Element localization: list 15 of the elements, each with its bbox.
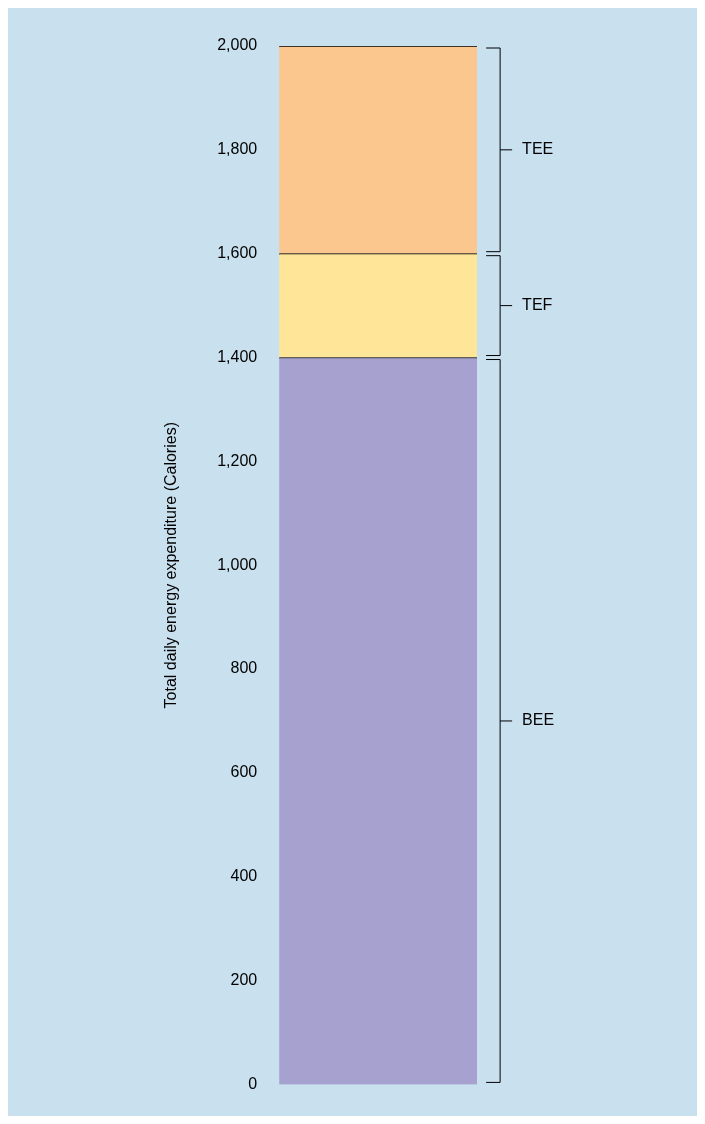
y-tick-label: 2,000 xyxy=(217,36,258,54)
y-tick-label: 400 xyxy=(230,867,258,885)
text: TEF xyxy=(522,296,553,314)
y-axis-title: Total daily energy expenditure (Calories) xyxy=(162,422,180,709)
y-tick-label: 1,600 xyxy=(217,244,258,262)
y-tick-label: 1,000 xyxy=(217,555,258,573)
y-tick-label: 200 xyxy=(230,970,258,988)
y-tick-label: 0 xyxy=(248,1074,258,1092)
y-tick-label: 1,200 xyxy=(217,451,258,469)
y-tick-label: 800 xyxy=(230,659,258,677)
y-tick-label: 1,400 xyxy=(217,347,258,365)
y-tick-label: 600 xyxy=(230,763,258,781)
text: BEE xyxy=(522,711,555,729)
text: TEE xyxy=(522,140,554,158)
y-tick-label: 1,800 xyxy=(217,140,258,158)
